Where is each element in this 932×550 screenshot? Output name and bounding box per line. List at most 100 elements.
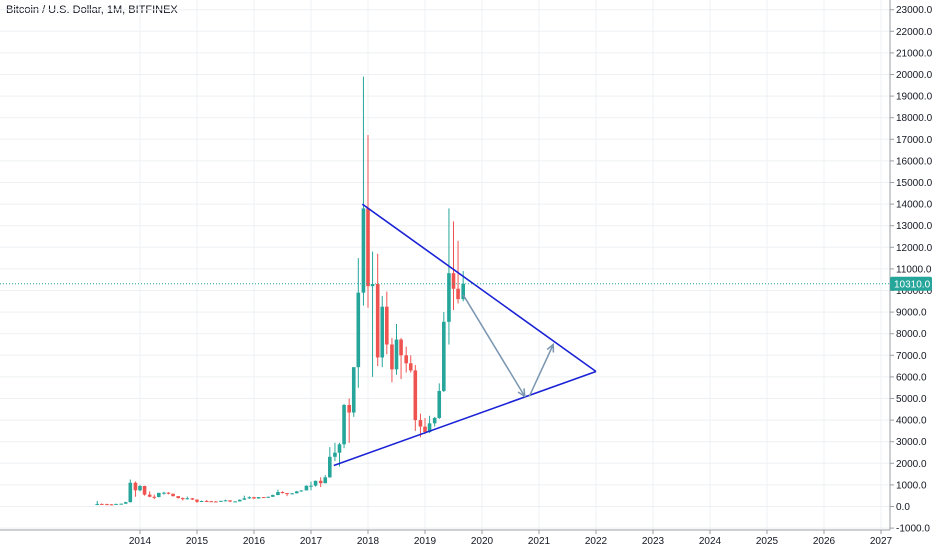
- candle-body: [366, 208, 370, 287]
- candle: [366, 134, 370, 308]
- y-tick-label: 2000.0: [896, 459, 927, 470]
- projection-arrow-head: [517, 388, 526, 398]
- candle-body: [119, 503, 123, 505]
- y-tick-label: 21000.0: [896, 48, 932, 59]
- candle: [171, 493, 175, 497]
- y-tick-label: 15000.0: [896, 178, 932, 189]
- x-tick-label: 2019: [414, 536, 437, 547]
- candle-body: [271, 495, 275, 497]
- candle: [385, 291, 389, 355]
- projection-arrows: [462, 294, 555, 398]
- y-tick-label: 11000.0: [896, 264, 932, 275]
- candle-body: [100, 503, 104, 505]
- x-tick-label: 2014: [129, 536, 152, 547]
- y-tick-label: 17000.0: [896, 135, 932, 146]
- y-tick-label: 13000.0: [896, 221, 932, 232]
- candle: [447, 208, 451, 345]
- candle-body: [328, 456, 332, 478]
- candle-body: [233, 501, 237, 503]
- candle: [333, 442, 337, 462]
- candle: [223, 499, 228, 502]
- candle: [271, 494, 275, 497]
- candle: [318, 477, 323, 488]
- candle: [242, 495, 247, 500]
- price-tag: 10310.0: [890, 276, 932, 291]
- x-tick-label: 2017: [300, 536, 323, 547]
- candle: [375, 253, 380, 367]
- candle: [199, 500, 204, 502]
- price-axis: -1000.0 0.0 1000.0 2000.0 3000.0 4000.0 5000.0…: [889, 0, 932, 535]
- y-tick-label: 16000.0: [896, 156, 932, 167]
- candle-body: [437, 390, 442, 418]
- candle: [214, 501, 218, 503]
- candle-body: [361, 208, 366, 293]
- candle-body: [394, 339, 399, 370]
- candle: [361, 76, 366, 306]
- price-tag-label: 10310.0: [894, 279, 931, 290]
- candle-body: [432, 417, 437, 424]
- trendline-lower: [333, 370, 597, 467]
- x-tick-label: 2024: [699, 536, 722, 547]
- candle: [342, 403, 346, 449]
- candle: [442, 312, 446, 393]
- candle: [256, 496, 261, 499]
- candle: [290, 493, 294, 495]
- candle: [432, 416, 437, 427]
- x-tick-label: 2020: [471, 536, 494, 547]
- candle-body: [342, 404, 346, 445]
- candle-body: [447, 273, 451, 322]
- candle: [370, 251, 375, 377]
- candle-body: [318, 480, 323, 484]
- candle: [180, 497, 185, 501]
- candle-body: [285, 493, 289, 495]
- candle-body: [247, 497, 252, 499]
- projection-arrow-head: [546, 342, 555, 353]
- candle-body: [323, 477, 328, 484]
- candle-body: [390, 344, 394, 370]
- candle-body: [399, 339, 403, 356]
- candle-body: [105, 504, 109, 506]
- candle-body: [138, 485, 142, 491]
- candle: [166, 492, 171, 495]
- candle-body: [114, 503, 118, 505]
- candle-body: [109, 504, 114, 506]
- trendlines: [333, 203, 597, 467]
- y-tick-label: 3000.0: [896, 437, 927, 448]
- candle-body: [261, 497, 266, 499]
- candle: [399, 338, 403, 380]
- candle: [123, 501, 128, 504]
- candle-body: [204, 500, 209, 502]
- candle-body: [223, 500, 228, 502]
- y-tick-label: 4000.0: [896, 416, 927, 427]
- candle: [95, 500, 100, 506]
- candle-body: [347, 404, 351, 413]
- candle-body: [375, 284, 380, 358]
- y-tick-label: 9000.0: [896, 308, 927, 319]
- candle: [309, 481, 313, 491]
- candle: [247, 496, 252, 499]
- candle: [109, 504, 114, 506]
- candle-body: [313, 480, 318, 486]
- candle: [176, 495, 180, 499]
- candle-body: [356, 292, 361, 368]
- candle-body: [162, 492, 166, 494]
- x-tick-label: 2026: [813, 536, 836, 547]
- candle-body: [180, 498, 185, 500]
- candle: [351, 367, 356, 417]
- candle: [418, 413, 423, 438]
- candle: [347, 398, 351, 443]
- candles: [95, 76, 465, 506]
- candle-body: [190, 498, 195, 500]
- candle: [138, 484, 142, 492]
- candle: [437, 383, 442, 420]
- y-tick-label: 18000.0: [896, 113, 932, 124]
- candle: [294, 490, 299, 494]
- x-tick-label: 2016: [243, 536, 266, 547]
- candle: [451, 221, 456, 310]
- candle: [128, 479, 133, 503]
- candle-body: [256, 497, 261, 499]
- y-tick-label: 10000.0: [896, 286, 932, 297]
- candle-body: [351, 367, 356, 413]
- x-tick-label: 2015: [186, 536, 209, 547]
